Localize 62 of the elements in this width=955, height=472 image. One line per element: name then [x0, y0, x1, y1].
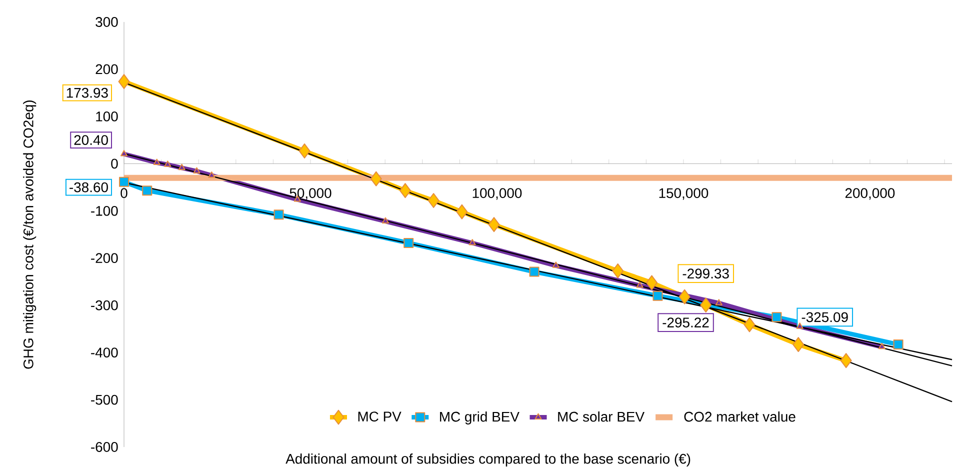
point — [646, 275, 658, 290]
point — [193, 167, 200, 174]
data-label: -325.09 — [802, 312, 848, 322]
point — [119, 176, 129, 187]
point — [298, 143, 310, 158]
point — [772, 312, 782, 322]
data-label: -299.33 — [682, 268, 729, 279]
point — [382, 217, 389, 224]
x-axis-title: Additional amount of subsidies compared to the base scenario (€) — [286, 454, 690, 467]
y-tick-label: -500 — [91, 394, 118, 405]
point — [796, 322, 804, 329]
point — [208, 171, 216, 178]
y-tick-label: -400 — [91, 348, 118, 358]
data-label: -38.60 — [70, 182, 108, 192]
point — [274, 210, 284, 220]
y-axis-title: GHG mitigation cost (€/ton avoided CO2eq) — [23, 100, 36, 369]
y-tick-label: -200 — [91, 253, 118, 264]
data-label: -295.22 — [662, 318, 709, 328]
point — [893, 340, 904, 350]
data-label: 20.40 — [74, 135, 108, 145]
point — [552, 262, 560, 268]
point — [399, 183, 411, 198]
point — [428, 193, 440, 208]
x-tick-label: 100,000 — [472, 188, 522, 200]
point — [153, 158, 160, 165]
y-tick-label: -600 — [91, 442, 118, 452]
point — [678, 289, 690, 304]
point — [164, 160, 172, 167]
point — [120, 150, 128, 156]
point — [878, 342, 886, 350]
legend-label: MC grid BEV — [440, 411, 520, 424]
legend-label: MC solar BEV — [558, 411, 645, 422]
point — [456, 204, 468, 220]
y-tick-label: 200 — [96, 64, 118, 74]
point — [700, 298, 712, 313]
point — [404, 238, 414, 248]
point — [142, 186, 152, 196]
x-tick-label: 200,000 — [845, 188, 895, 200]
x-tick-label: 150,000 — [659, 188, 708, 200]
point — [840, 353, 852, 368]
point — [636, 282, 644, 288]
point — [792, 337, 804, 352]
y-tick-label: -300 — [91, 300, 118, 310]
x-tick-label: 50,000 — [290, 188, 332, 200]
y-tick-label: 100 — [96, 112, 118, 122]
legend-label: CO2 market value — [684, 411, 796, 422]
point — [529, 266, 540, 277]
legend-label: MC PV — [358, 412, 402, 422]
point — [488, 217, 500, 232]
point — [744, 317, 756, 332]
point — [118, 74, 130, 90]
y-tick-label: 300 — [96, 17, 118, 27]
point — [612, 263, 624, 278]
y-tick-label: -100 — [91, 206, 118, 216]
x-tick-label: 0 — [120, 188, 128, 198]
data-label: 173.93 — [66, 88, 108, 98]
point — [468, 239, 476, 246]
point — [370, 171, 382, 186]
point — [715, 299, 722, 306]
point — [652, 290, 663, 301]
y-tick-label: 0 — [111, 158, 118, 169]
point — [178, 164, 186, 170]
